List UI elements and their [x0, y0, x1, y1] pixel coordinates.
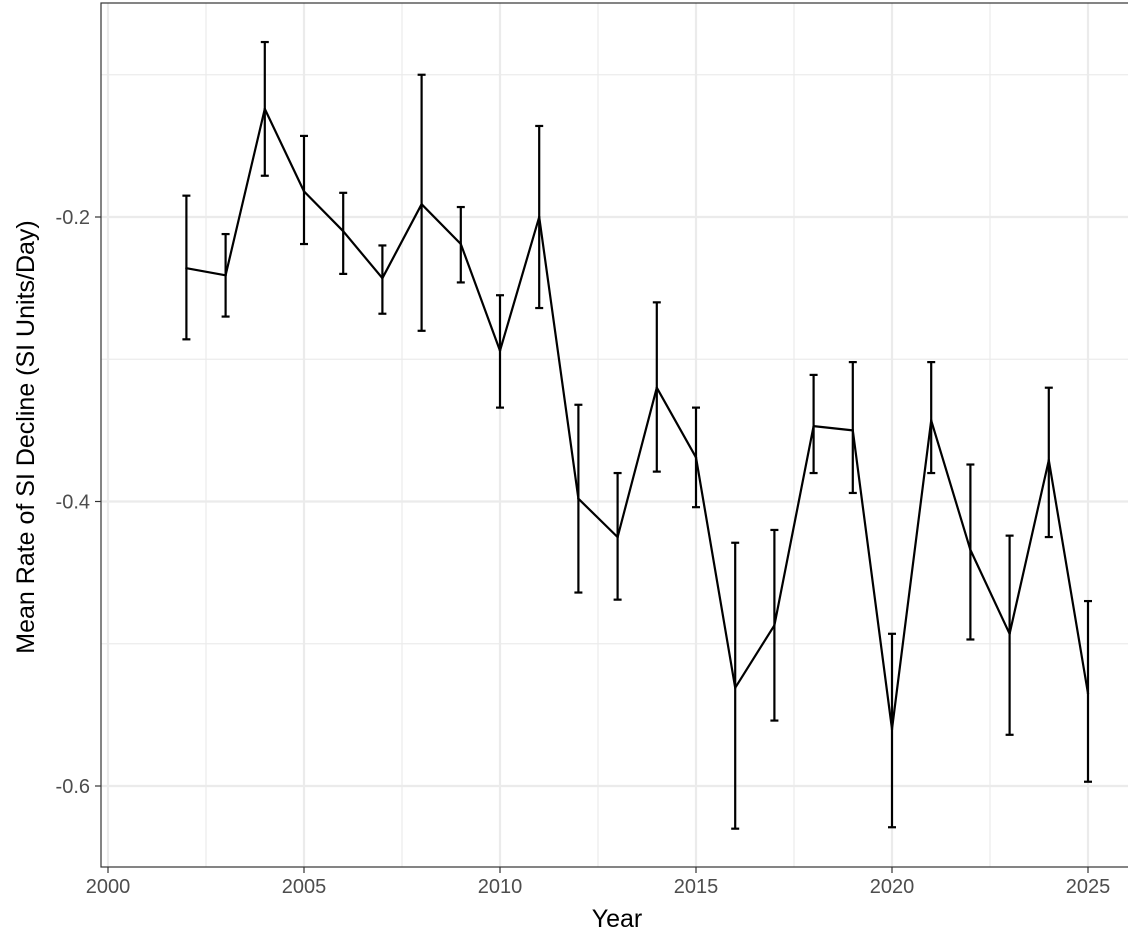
x-tick-label: 2015	[674, 876, 719, 898]
data-point	[812, 424, 815, 428]
y-axis-title: Mean Rate of SI Decline (SI Units/Day)	[12, 220, 40, 654]
error-bar	[417, 73, 426, 332]
data-point	[263, 107, 266, 111]
y-tick-label: -0.4	[56, 492, 90, 514]
error-bar	[848, 360, 857, 495]
data-point	[734, 686, 737, 690]
data-point	[185, 267, 188, 270]
data-point	[342, 230, 345, 233]
error-bar	[1005, 534, 1014, 736]
x-tick-label: 2005	[282, 876, 327, 898]
data-point	[890, 727, 894, 731]
data-point	[969, 548, 972, 552]
data-point	[773, 624, 776, 627]
data-point	[498, 349, 502, 352]
data-point	[577, 497, 580, 500]
x-tick-label: 2010	[478, 876, 523, 898]
x-tick-label: 2020	[870, 876, 915, 898]
data-point	[1047, 459, 1051, 462]
y-tick-label: -0.2	[56, 207, 90, 229]
data-point	[224, 274, 227, 277]
axes: 2000 2005 2010 2015 2020 2025 -0.6 -0.4 -0.2	[56, 207, 1111, 898]
error-bar	[809, 373, 818, 475]
data-point	[459, 242, 462, 246]
series-line-group	[185, 107, 1090, 731]
error-bar	[927, 360, 936, 475]
data-point	[1008, 632, 1011, 635]
data-point	[694, 456, 698, 459]
data-point	[420, 202, 423, 206]
data-point	[538, 215, 541, 219]
error-bar	[888, 632, 896, 829]
data-point	[851, 429, 854, 432]
data-point	[930, 419, 933, 422]
x-axis-title: Year	[592, 905, 643, 933]
error-bars	[182, 40, 1092, 830]
data-point	[1086, 692, 1090, 695]
data-point	[302, 190, 306, 193]
x-tick-label: 2025	[1066, 876, 1111, 898]
gridlines	[101, 3, 1128, 867]
y-tick-label: -0.6	[56, 776, 90, 798]
data-point	[655, 386, 658, 389]
x-tick-label: 2000	[86, 876, 131, 898]
data-point	[616, 535, 619, 539]
error-bar	[378, 244, 387, 315]
panel-border	[100, 2, 1128, 868]
error-bar	[339, 191, 348, 275]
data-point	[381, 276, 384, 280]
series-line	[186, 107, 1090, 731]
